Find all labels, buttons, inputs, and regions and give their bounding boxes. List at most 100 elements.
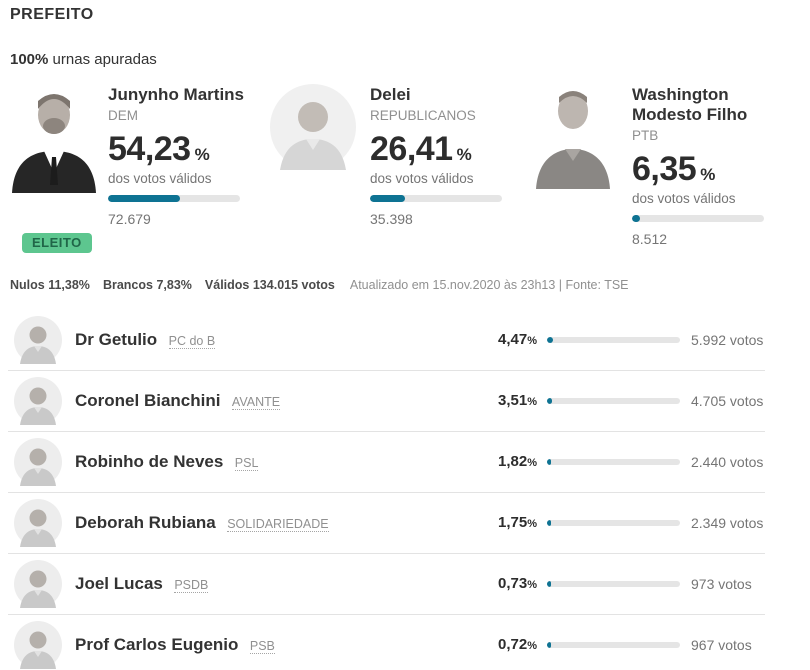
candidate-progress-bar	[547, 336, 680, 343]
candidate-vote-count: 72.679	[108, 211, 151, 228]
candidate-progress-bar	[547, 642, 680, 649]
row-name-wrap: Prof Carlos Eugenio PSB	[75, 635, 275, 655]
candidate-progress-bar	[547, 581, 680, 588]
row-name-wrap: Joel Lucas PSDB	[75, 574, 209, 594]
candidate-party: PTB	[632, 128, 659, 144]
candidate-progress-bar	[547, 398, 680, 405]
stats-line: Nulos 11,38% Brancos 7,83% Válidos 134.0…	[8, 278, 796, 292]
top-candidates-section: ELEITO Junynho Martins DEM 54,23% dos vo…	[8, 81, 796, 254]
candidate-progress-fill	[108, 195, 180, 203]
candidate-party-abbr[interactable]: PSDB	[174, 578, 209, 594]
percent-symbol: %	[527, 334, 537, 347]
candidate-avatar	[14, 438, 62, 487]
apuracao-status: 100% urnas apuradas	[8, 51, 796, 68]
candidate-list-row: Joel Lucas PSDB 0,73% 973 votos	[8, 553, 765, 614]
candidate-info: Junynho Martins DEM 54,23% dos votos vál…	[108, 81, 244, 247]
valid-votes-label: dos votos válidos	[370, 171, 474, 187]
apuracao-percentage: 100%	[10, 51, 49, 68]
candidate-name: Prof Carlos Eugenio	[75, 635, 239, 655]
percent-symbol: %	[456, 145, 472, 165]
page-title: PREFEITO	[10, 6, 94, 23]
candidate-party-abbr[interactable]: AVANTE	[231, 395, 281, 411]
candidate-vote-count: 967 votos	[691, 637, 752, 654]
percent-symbol: %	[527, 457, 537, 470]
candidate-name: Coronel Bianchini	[75, 391, 221, 411]
percent-symbol: %	[700, 165, 716, 185]
candidate-percentage: 26,41%	[370, 130, 472, 169]
other-candidates-list: Dr Getulio PC do B 4,47% 5.992 votos Cor…	[8, 309, 765, 670]
candidate-progress-bar	[370, 195, 502, 203]
candidate-percentage: 1,82%	[498, 453, 537, 471]
candidate-percentage: 1,75%	[498, 514, 537, 532]
candidate-name: Junynho Martins	[108, 85, 245, 104]
candidate-photo-arch	[532, 81, 614, 189]
candidate-list-row: Deborah Rubiana SOLIDARIEDADE 1,75% 2.34…	[8, 492, 765, 553]
row-name-wrap: Deborah Rubiana SOLIDARIEDADE	[75, 513, 329, 533]
candidate-card: Delei REPUBLICANOS 26,41% dos votos váli…	[270, 81, 532, 247]
candidate-name: Delei	[370, 85, 411, 104]
candidate-progress-fill	[547, 398, 552, 405]
candidate-party-abbr[interactable]: PSL	[234, 456, 259, 472]
candidate-percentage: 3,51%	[498, 392, 537, 410]
candidate-progress-fill	[547, 459, 551, 466]
candidate-list-row: Prof Carlos Eugenio PSB 0,72% 967 votos	[8, 614, 765, 670]
updated-source-text: Atualizado em 15.nov.2020 às 23h13 | Fon…	[349, 278, 629, 293]
candidate-vote-count: 5.992 votos	[691, 331, 764, 348]
validos-stat: Válidos 134.015 votos	[204, 278, 335, 293]
candidate-progress-bar	[108, 195, 240, 203]
candidate-name: Robinho de Neves	[75, 452, 224, 472]
percent-symbol: %	[527, 396, 537, 409]
candidate-photo-suit	[8, 81, 100, 193]
candidate-avatar	[14, 560, 62, 609]
candidate-progress-bar	[632, 215, 764, 223]
percent-symbol: %	[194, 145, 210, 165]
candidate-card: ELEITO Junynho Martins DEM 54,23% dos vo…	[8, 81, 270, 254]
candidate-avatar	[14, 499, 62, 548]
candidate-progress-fill	[370, 195, 405, 203]
candidate-list-row: Robinho de Neves PSL 1,82% 2.440 votos	[8, 431, 765, 492]
eleito-badge: ELEITO	[22, 233, 92, 254]
candidate-progress-fill	[632, 215, 641, 223]
candidate-progress-bar	[547, 459, 680, 466]
candidate-avatar	[14, 377, 62, 426]
candidate-progress-fill	[547, 642, 551, 649]
candidate-progress-fill	[547, 336, 553, 343]
candidate-photo-wrap	[532, 81, 632, 247]
candidate-party: REPUBLICANOS	[370, 108, 476, 124]
candidate-info: Washington Modesto Filho PTB 6,35% dos v…	[632, 81, 774, 247]
row-name-wrap: Coronel Bianchini AVANTE	[75, 391, 281, 411]
candidate-photo-wrap	[270, 81, 370, 247]
candidate-percentage: 6,35%	[632, 150, 716, 189]
candidate-party-abbr[interactable]: PC do B	[168, 333, 216, 349]
percent-symbol: %	[527, 640, 537, 653]
candidate-vote-count: 2.440 votos	[691, 454, 764, 471]
row-name-wrap: Dr Getulio PC do B	[75, 329, 216, 350]
percent-symbol: %	[527, 579, 537, 592]
candidate-vote-count: 2.349 votos	[691, 515, 764, 532]
candidate-avatar	[14, 621, 62, 670]
candidate-party: DEM	[108, 108, 138, 124]
candidate-progress-fill	[547, 520, 551, 527]
candidate-info: Delei REPUBLICANOS 26,41% dos votos váli…	[370, 81, 502, 247]
nulos-stat: Nulos 11,38%	[10, 278, 90, 293]
candidate-photo-wrap: ELEITO	[8, 81, 108, 254]
candidate-party-abbr[interactable]: PSB	[249, 639, 275, 655]
candidate-party-abbr[interactable]: SOLIDARIEDADE	[227, 517, 329, 533]
candidate-name: Dr Getulio	[75, 329, 158, 349]
percent-symbol: %	[527, 518, 537, 531]
candidate-percentage: 4,47%	[498, 330, 537, 348]
candidate-name: Deborah Rubiana	[75, 513, 216, 533]
candidate-percentage: 54,23%	[108, 130, 210, 169]
candidate-list-row: Coronel Bianchini AVANTE 3,51% 4.705 vot…	[8, 370, 765, 431]
candidate-card: Washington Modesto Filho PTB 6,35% dos v…	[532, 81, 794, 247]
candidate-vote-count: 8.512	[632, 231, 668, 248]
apuracao-label: urnas apuradas	[48, 51, 157, 68]
candidate-vote-count: 973 votos	[691, 576, 752, 593]
candidate-vote-count: 35.398	[370, 211, 413, 228]
candidate-name: Washington Modesto Filho	[632, 85, 748, 125]
candidate-photo-circle	[270, 84, 356, 170]
candidate-progress-fill	[547, 581, 551, 588]
candidate-percentage: 0,73%	[498, 575, 537, 593]
brancos-stat: Brancos 7,83%	[102, 278, 192, 293]
